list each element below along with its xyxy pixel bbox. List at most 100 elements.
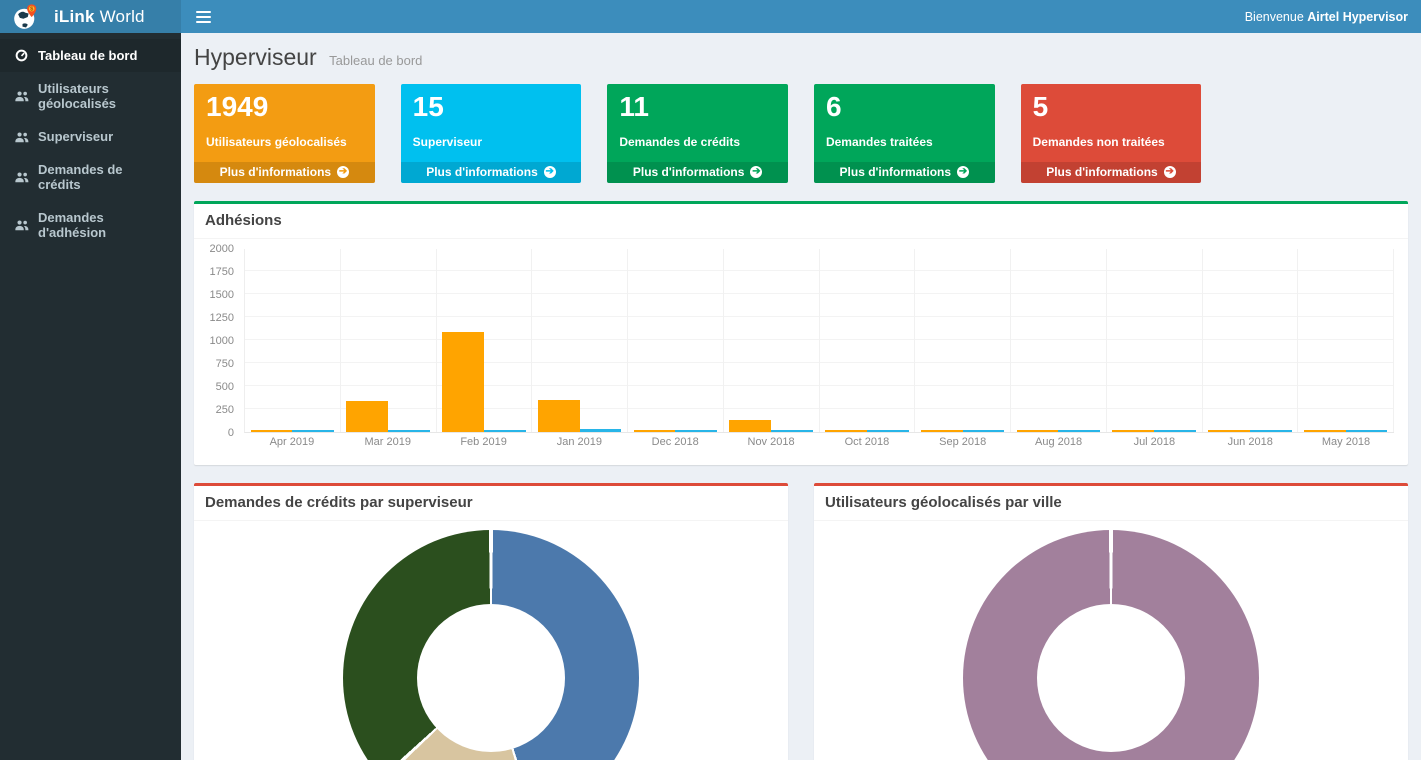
bar-serie-orange (537, 399, 580, 432)
x-tick-label: Mar 2019 (364, 435, 411, 448)
bar-serie-orange (729, 419, 772, 432)
y-tick-label: 2000 (209, 242, 234, 255)
y-tick-label: 750 (215, 357, 234, 370)
more-info-label: Plus d'informations (219, 164, 332, 179)
arrow-circle-right-icon: ➔ (750, 165, 763, 178)
sidebar-item-demandes-de-credits[interactable]: Demandes de crédits (0, 153, 181, 201)
stat-value: 1949 (206, 91, 269, 122)
y-tick-label: 1500 (209, 288, 234, 301)
welcome-prefix: Bienvenue (1244, 9, 1304, 24)
bar-group-nov-2018[interactable] (724, 248, 820, 432)
stat-box-superviseur: 15 Superviseur Plus d'informations ➔ (400, 84, 582, 183)
gridline (245, 361, 1394, 363)
bar-group-apr-2019[interactable] (245, 248, 341, 432)
globe-pin-icon: $ (12, 3, 40, 31)
sidebar-toggle-button[interactable] (194, 7, 213, 27)
more-info-link[interactable]: Plus d'informations ➔ (194, 161, 375, 183)
welcome-user: Airtel Hypervisor (1307, 9, 1408, 24)
x-tick-label: Dec 2018 (651, 435, 699, 448)
arrow-circle-right-icon: ➔ (957, 165, 970, 178)
bar-serie-orange (346, 400, 389, 432)
users-icon (14, 90, 29, 102)
bar-group-sep-2018[interactable] (915, 248, 1011, 432)
donut-chart-credits-par-superviseur[interactable] (343, 529, 639, 760)
bar-serie-orange (1112, 429, 1155, 432)
bar-group-mar-2019[interactable] (341, 248, 437, 432)
user-menu[interactable]: Bienvenue Airtel Hypervisor (1245, 10, 1408, 24)
bar-group-feb-2019[interactable] (437, 248, 533, 432)
more-info-link[interactable]: Plus d'informations ➔ (1020, 161, 1202, 183)
sidebar-item-label: Superviseur (38, 129, 114, 144)
more-info-label: Plus d'informations (839, 164, 952, 179)
sidebar-item-label: Demandes de crédits (38, 162, 123, 192)
stats-row: 1949 Utilisateurs géolocalisés Plus d'in… (181, 84, 1421, 201)
users-icon (14, 219, 29, 231)
stat-label: Utilisateurs géolocalisés (206, 134, 347, 149)
gridline (245, 384, 1394, 386)
bar-serie-orange (250, 429, 293, 432)
sidebar: $ iLink World Tableau de bord Utilisateu… (0, 0, 181, 760)
sidebar-item-demandes-adhesion[interactable]: Demandes d'adhésion (0, 201, 181, 249)
sidebar-item-superviseur[interactable]: Superviseur (0, 120, 181, 153)
adhesions-box: Adhésions 0 250 500 750 1000 1250 1500 1750 2000… (194, 200, 1408, 465)
gridline (245, 315, 1394, 317)
bar-serie-cyan (1345, 429, 1388, 432)
y-tick-label: 1750 (209, 265, 234, 278)
brand-logo[interactable]: $ iLink World (0, 0, 181, 33)
donut-box-credits-par-superviseur: Demandes de crédits par superviseur (194, 482, 788, 760)
more-info-link[interactable]: Plus d'informations ➔ (607, 161, 788, 183)
gridline (245, 269, 1394, 271)
x-tick-label: Jan 2019 (556, 435, 603, 448)
arrow-circle-right-icon: ➔ (337, 165, 350, 178)
donut1-box-title: Demandes de crédits par superviseur (205, 493, 473, 511)
bar-serie-cyan (292, 429, 335, 432)
y-tick-label: 0 (227, 426, 234, 439)
bar-group-jul-2018[interactable] (1107, 248, 1203, 432)
x-tick-label: Jun 2018 (1227, 435, 1273, 448)
adhesions-box-header: Adhésions (194, 204, 1408, 239)
page-header: Hyperviseur Tableau de bord (194, 44, 1408, 71)
more-info-link[interactable]: Plus d'informations ➔ (400, 161, 582, 183)
bar-serie-orange (1208, 429, 1250, 432)
adhesions-y-axis: 0 250 500 750 1000 1250 1500 1750 2000 (204, 243, 240, 439)
stat-label: Demandes non traitées (1032, 134, 1165, 149)
bar-serie-orange (442, 332, 484, 432)
topbar: Bienvenue Airtel Hypervisor (181, 0, 1421, 33)
more-info-link[interactable]: Plus d'informations ➔ (813, 161, 995, 183)
sidebar-item-label: Utilisateurs géolocalisés (38, 81, 117, 111)
adhesions-box-title: Adhésions (205, 211, 282, 229)
adhesions-plot (244, 248, 1394, 433)
bar-group-jun-2018[interactable] (1203, 248, 1299, 432)
donut-box-utilisateurs-par-ville: Utilisateurs géolocalisés par ville (814, 482, 1408, 760)
bar-group-may-2018[interactable] (1298, 248, 1394, 432)
sidebar-menu: Tableau de bord Utilisateurs géolocalisé… (0, 39, 181, 249)
donut-chart-utilisateurs-par-ville[interactable] (963, 529, 1259, 760)
bar-serie-orange (920, 429, 963, 432)
y-tick-label: 500 (215, 380, 234, 393)
bar-serie-orange (633, 429, 676, 432)
sidebar-item-tableau-de-bord[interactable]: Tableau de bord (0, 39, 181, 72)
bar-serie-cyan (962, 429, 1005, 432)
gridline (245, 407, 1394, 409)
bar-group-aug-2018[interactable] (1011, 248, 1107, 432)
stat-box-demandes-traitees: 6 Demandes traitées Plus d'informations … (813, 84, 995, 183)
bar-serie-cyan (1058, 429, 1101, 432)
sidebar-item-utilisateurs-geolocalises[interactable]: Utilisateurs géolocalisés (0, 72, 181, 120)
more-info-label: Plus d'informations (1046, 164, 1158, 179)
bar-serie-cyan (1154, 429, 1196, 432)
more-info-label: Plus d'informations (426, 164, 538, 179)
x-tick-label: Sep 2018 (939, 435, 987, 448)
x-tick-label: Apr 2019 (269, 435, 315, 448)
stat-box-demandes-non-traitees: 5 Demandes non traitées Plus d'informati… (1020, 84, 1202, 183)
bar-serie-orange (1303, 429, 1346, 432)
x-tick-label: Oct 2018 (844, 435, 890, 448)
adhesions-chart[interactable]: 0 250 500 750 1000 1250 1500 1750 2000 Apr 2019 M… (204, 243, 1398, 455)
bar-group-dec-2018[interactable] (628, 248, 724, 432)
bar-serie-cyan (579, 429, 622, 432)
donut-charts-row: Demandes de crédits par superviseur Util… (181, 482, 1421, 760)
bar-group-jan-2019[interactable] (532, 248, 628, 432)
users-icon (14, 131, 29, 143)
bar-group-oct-2018[interactable] (820, 248, 916, 432)
stat-value: 11 (619, 91, 649, 122)
page-title: Hyperviseur (194, 44, 317, 70)
